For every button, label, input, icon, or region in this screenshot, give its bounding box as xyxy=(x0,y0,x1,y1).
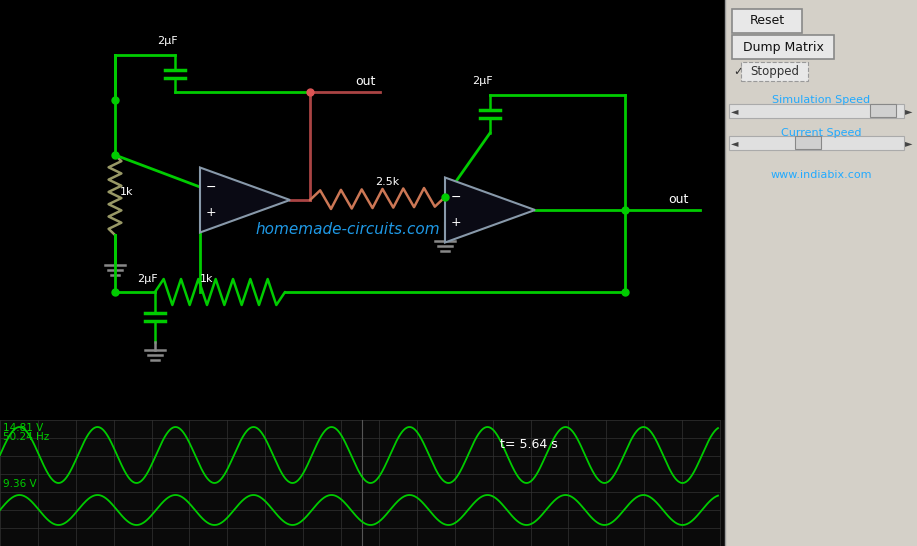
Text: 1k: 1k xyxy=(120,187,134,197)
Text: 2μF: 2μF xyxy=(137,274,158,284)
Text: ►: ► xyxy=(905,138,912,148)
Text: out: out xyxy=(668,193,689,206)
Text: +: + xyxy=(206,206,216,219)
Text: ►: ► xyxy=(905,106,912,116)
Text: Current Speed: Current Speed xyxy=(780,128,861,138)
Bar xyxy=(725,0,917,546)
Text: Dump Matrix: Dump Matrix xyxy=(743,40,823,54)
Text: t= 5.64 s: t= 5.64 s xyxy=(500,438,558,451)
Text: 9.36 V: 9.36 V xyxy=(3,479,37,489)
FancyBboxPatch shape xyxy=(870,104,896,117)
Bar xyxy=(0,420,725,546)
Text: +: + xyxy=(451,217,461,229)
FancyBboxPatch shape xyxy=(729,104,904,118)
Text: ◄: ◄ xyxy=(731,138,738,148)
Text: −: − xyxy=(206,181,216,193)
Text: 2μF: 2μF xyxy=(157,36,177,46)
Text: −: − xyxy=(451,191,461,204)
Text: 14.81 V: 14.81 V xyxy=(3,423,43,433)
FancyBboxPatch shape xyxy=(729,136,904,150)
Text: Stopped: Stopped xyxy=(750,66,800,79)
FancyBboxPatch shape xyxy=(732,9,802,33)
Text: 2μF: 2μF xyxy=(471,76,492,86)
Text: ✓: ✓ xyxy=(733,66,743,79)
Text: 50.24 Hz: 50.24 Hz xyxy=(3,432,50,442)
Text: homemade-circuits.com: homemade-circuits.com xyxy=(255,223,439,238)
Text: 2.5k: 2.5k xyxy=(375,177,399,187)
Text: Reset: Reset xyxy=(749,15,785,27)
FancyBboxPatch shape xyxy=(795,136,821,149)
Polygon shape xyxy=(200,168,290,233)
FancyBboxPatch shape xyxy=(741,62,808,81)
Text: ◄: ◄ xyxy=(731,106,738,116)
Polygon shape xyxy=(445,177,535,242)
Text: out: out xyxy=(355,75,375,88)
Text: www.indiabix.com: www.indiabix.com xyxy=(770,170,872,180)
Text: 1k: 1k xyxy=(200,274,214,284)
Text: Simulation Speed: Simulation Speed xyxy=(772,95,870,105)
FancyBboxPatch shape xyxy=(732,35,834,59)
